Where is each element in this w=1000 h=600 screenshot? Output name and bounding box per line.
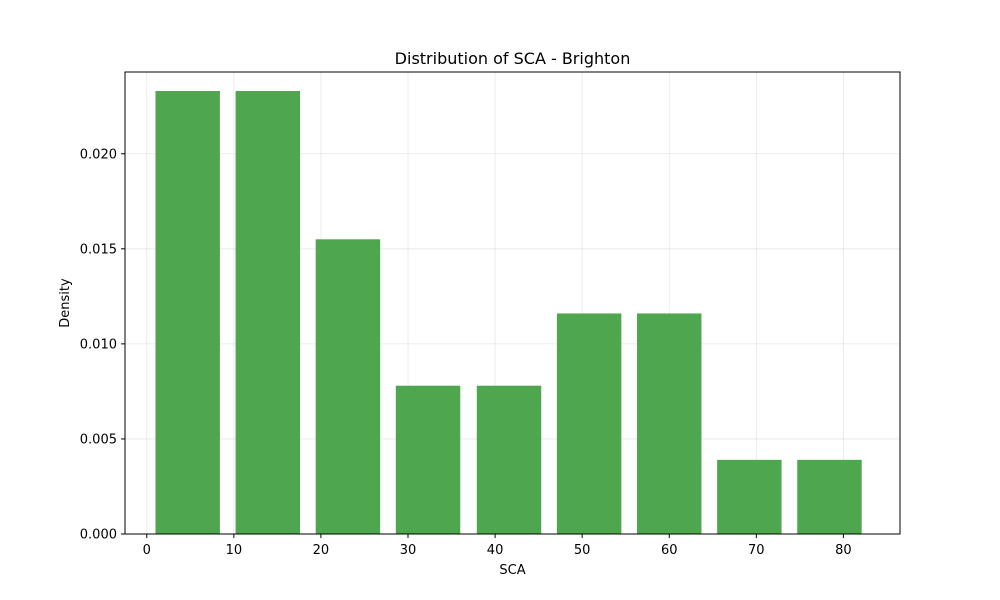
y-tick-label-2: 0.010 [80, 337, 117, 352]
bar-4 [476, 385, 542, 534]
x-axis-ticks: 0 10 20 30 40 50 60 70 80 [143, 534, 852, 558]
bar-7 [717, 459, 782, 534]
x-tick-label-2: 20 [313, 543, 330, 558]
x-tick-label-8: 80 [835, 543, 852, 558]
y-axis-ticks: 0.000 0.005 0.010 0.015 0.020 [80, 147, 125, 543]
y-tick-label-0: 0.000 [80, 528, 117, 543]
y-tick-label-3: 0.015 [80, 242, 117, 257]
x-tick-label-0: 0 [143, 543, 151, 558]
plot-frame [124, 71, 901, 535]
bars [155, 91, 862, 535]
bar-0 [155, 91, 220, 535]
x-tick-label-6: 60 [661, 543, 678, 558]
x-tick-label-1: 10 [226, 543, 243, 558]
y-tick-label-4: 0.020 [80, 147, 117, 162]
x-axis-label: SCA [499, 563, 525, 578]
bar-2 [315, 239, 381, 534]
x-tick-label-3: 30 [400, 543, 417, 558]
x-tick-label-4: 40 [487, 543, 504, 558]
bar-1 [235, 91, 301, 535]
chart-title: Distribution of SCA - Brighton [395, 49, 631, 68]
y-tick-label-1: 0.005 [80, 432, 117, 447]
bar-3 [395, 385, 461, 534]
x-tick-label-7: 70 [748, 543, 765, 558]
y-axis-label: Density [58, 278, 73, 328]
x-tick-label-5: 50 [574, 543, 591, 558]
bar-5 [556, 313, 622, 534]
bar-8 [797, 459, 862, 534]
bar-6 [637, 313, 702, 534]
